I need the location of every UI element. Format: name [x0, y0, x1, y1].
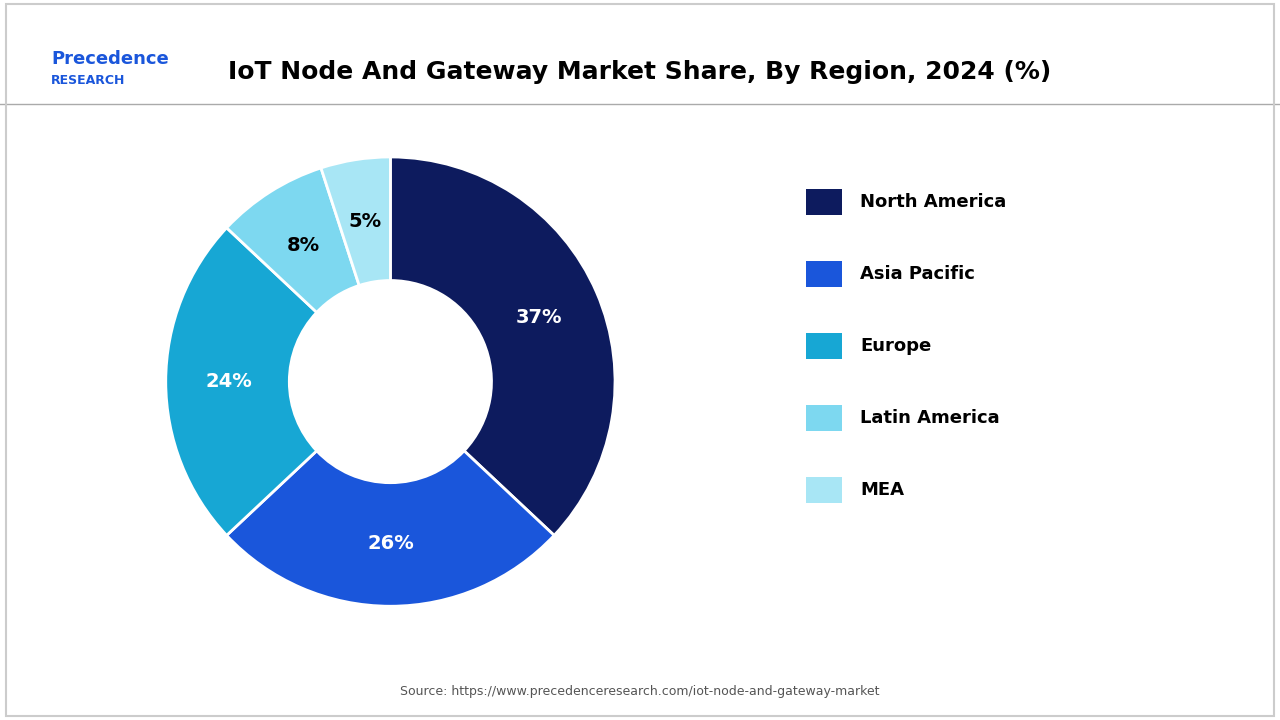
Text: RESEARCH: RESEARCH — [51, 74, 125, 87]
Text: 8%: 8% — [287, 235, 320, 255]
Text: 5%: 5% — [348, 212, 381, 231]
Text: Source: https://www.precedenceresearch.com/iot-node-and-gateway-market: Source: https://www.precedenceresearch.c… — [401, 685, 879, 698]
Text: North America: North America — [860, 192, 1006, 210]
Text: IoT Node And Gateway Market Share, By Region, 2024 (%): IoT Node And Gateway Market Share, By Re… — [228, 60, 1052, 84]
Text: Asia Pacific: Asia Pacific — [860, 265, 975, 282]
Text: Latin America: Latin America — [860, 409, 1000, 426]
Text: Europe: Europe — [860, 336, 932, 354]
Wedge shape — [166, 228, 316, 536]
Text: 24%: 24% — [205, 372, 252, 391]
Wedge shape — [227, 451, 554, 606]
Text: 37%: 37% — [516, 308, 562, 327]
Text: 26%: 26% — [367, 534, 413, 553]
Wedge shape — [390, 157, 614, 536]
Text: Precedence: Precedence — [51, 50, 169, 68]
Wedge shape — [321, 157, 390, 285]
Wedge shape — [227, 168, 360, 312]
Text: MEA: MEA — [860, 481, 904, 498]
